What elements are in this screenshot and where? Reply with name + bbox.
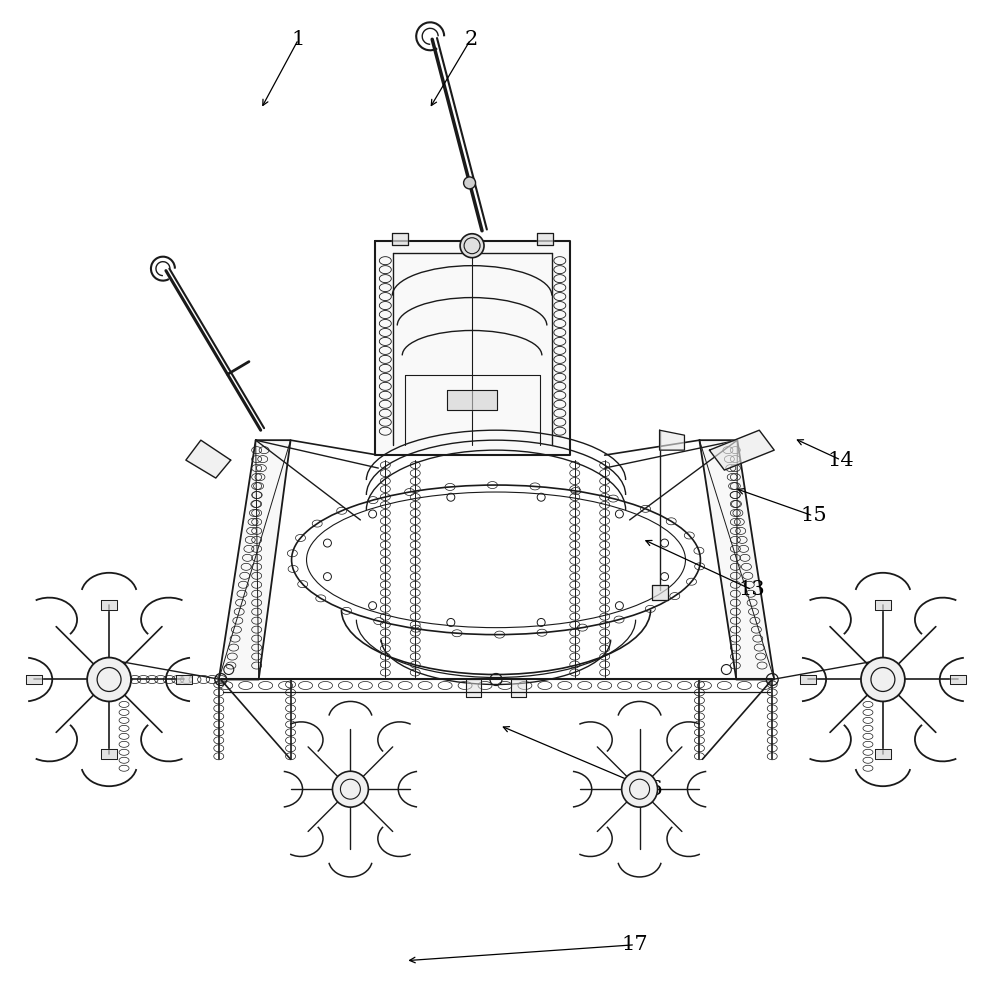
Circle shape bbox=[460, 234, 484, 258]
Polygon shape bbox=[101, 600, 117, 610]
Polygon shape bbox=[651, 585, 667, 600]
Polygon shape bbox=[511, 679, 526, 697]
Polygon shape bbox=[375, 241, 570, 455]
Polygon shape bbox=[709, 430, 775, 470]
Circle shape bbox=[333, 771, 368, 807]
Text: 13: 13 bbox=[739, 580, 766, 599]
Text: 1: 1 bbox=[292, 30, 305, 49]
Text: 16: 16 bbox=[637, 780, 663, 799]
Polygon shape bbox=[949, 675, 965, 684]
Polygon shape bbox=[186, 440, 230, 478]
Polygon shape bbox=[218, 440, 291, 679]
Polygon shape bbox=[27, 675, 43, 684]
Circle shape bbox=[464, 177, 476, 189]
Polygon shape bbox=[176, 675, 192, 684]
Polygon shape bbox=[101, 749, 117, 759]
Polygon shape bbox=[875, 600, 891, 610]
Circle shape bbox=[861, 658, 905, 701]
Polygon shape bbox=[875, 749, 891, 759]
Polygon shape bbox=[466, 679, 481, 697]
Circle shape bbox=[622, 771, 657, 807]
Polygon shape bbox=[659, 430, 684, 450]
Text: 17: 17 bbox=[622, 935, 648, 954]
Circle shape bbox=[87, 658, 131, 701]
Polygon shape bbox=[537, 233, 553, 245]
Text: 15: 15 bbox=[800, 506, 827, 525]
Polygon shape bbox=[699, 440, 775, 679]
Polygon shape bbox=[800, 675, 816, 684]
Polygon shape bbox=[447, 390, 497, 410]
Polygon shape bbox=[392, 233, 408, 245]
Text: 14: 14 bbox=[828, 451, 854, 470]
Text: 2: 2 bbox=[464, 30, 478, 49]
